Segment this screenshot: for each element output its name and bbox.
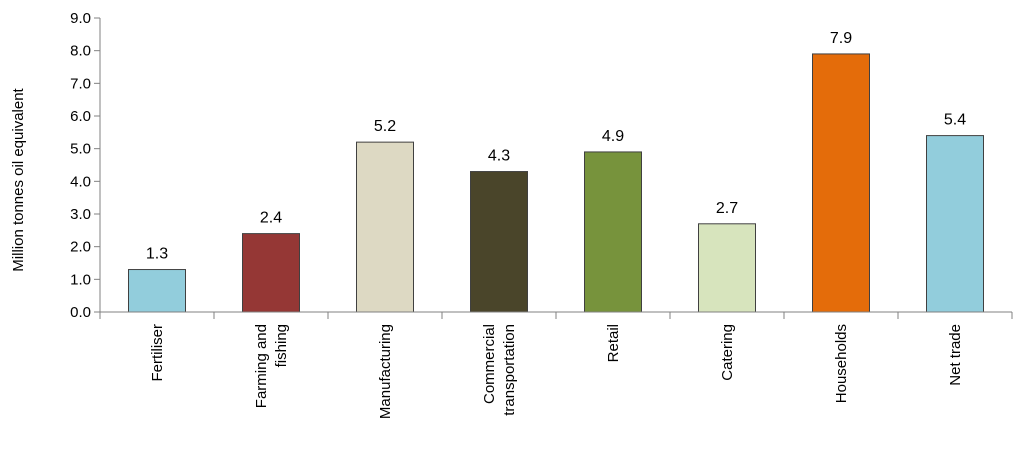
y-axis-title: Million tonnes oil equivalent — [10, 87, 27, 271]
data-label: 5.4 — [944, 112, 966, 129]
data-label: 7.9 — [830, 30, 852, 47]
category-label: Retail — [605, 324, 622, 362]
bar — [356, 141, 414, 313]
y-tick-label: 7.0 — [70, 75, 91, 92]
bar — [470, 171, 528, 313]
y-tick-label: 1.0 — [70, 271, 91, 288]
category-label: Catering — [719, 324, 736, 381]
data-label: 4.3 — [488, 148, 510, 165]
category-label: Households — [833, 324, 850, 403]
category-label: Net trade — [947, 324, 964, 386]
y-tick-label: 5.0 — [70, 141, 91, 158]
category-label: Manufacturing — [377, 324, 394, 419]
y-tick-label: 9.0 — [70, 10, 91, 27]
x-axis: Fertiliser Farming and fishing Manufacturin… — [99, 311, 1013, 419]
y-tick-label: 3.0 — [70, 206, 91, 223]
category-label: fishing — [273, 324, 290, 367]
data-label: 2.4 — [260, 210, 282, 227]
data-label: 2.7 — [716, 200, 738, 217]
y-tick-label: 0.0 — [70, 304, 91, 321]
category-label: Farming and — [253, 324, 270, 408]
category-label: Commercial — [481, 324, 498, 404]
y-axis: 0.0 1.0 2.0 3.0 4.0 5.0 6.0 7.0 8.0 9.0 — [70, 10, 101, 321]
y-tick-label: 4.0 — [70, 173, 91, 190]
y-tick-label: 8.0 — [70, 43, 91, 60]
data-label: 4.9 — [602, 128, 624, 145]
data-label: 1.3 — [146, 246, 168, 263]
bar — [128, 269, 186, 313]
y-tick-label: 6.0 — [70, 108, 91, 125]
bar — [584, 151, 642, 313]
bars: 1.3 2.4 5.2 4.3 4.9 2.7 7.9 5.4 — [128, 30, 984, 313]
data-label: 5.2 — [374, 118, 396, 135]
category-label: transportation — [501, 324, 518, 416]
bar — [242, 233, 300, 313]
bar — [926, 135, 984, 313]
bar — [698, 223, 756, 313]
y-tick-label: 2.0 — [70, 239, 91, 256]
bar — [812, 53, 870, 313]
category-label: Fertiliser — [149, 324, 166, 382]
